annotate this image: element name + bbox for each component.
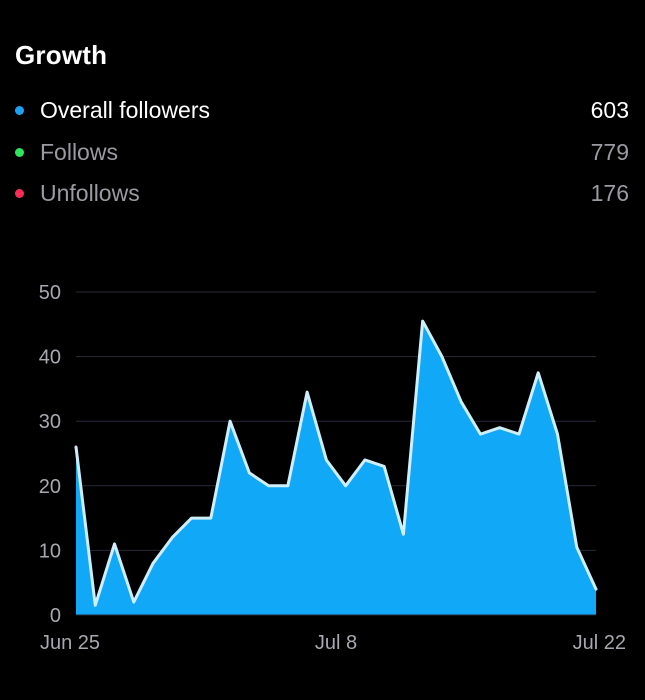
- x-tick-label: Jul 22: [573, 632, 626, 654]
- y-tick-label: 20: [39, 476, 61, 498]
- overall-followers-dot-icon: [15, 105, 24, 115]
- overall-followers-line: [74, 319, 598, 607]
- unfollows-dot-icon: [15, 188, 24, 198]
- legend-item-unfollows[interactable]: Unfollows 176: [15, 177, 629, 209]
- follows-dot-icon: [15, 147, 24, 157]
- chart-title: Growth: [15, 40, 108, 70]
- legend-value: 603: [590, 96, 629, 123]
- legend-item-overall-followers[interactable]: Overall followers 603: [15, 94, 629, 126]
- legend-label: Follows: [40, 138, 118, 165]
- y-tick-label: 40: [39, 347, 61, 369]
- y-tick-label: 50: [39, 282, 61, 304]
- y-tick-label: 30: [39, 411, 61, 433]
- legend-item-follows[interactable]: Follows 779: [15, 136, 629, 168]
- overall-followers-area: [76, 321, 596, 615]
- legend-value: 176: [590, 179, 629, 206]
- y-tick-label: 0: [50, 605, 61, 627]
- x-tick-label: Jul 8: [315, 632, 357, 654]
- legend-label: Unfollows: [40, 179, 140, 206]
- x-tick-label: Jun 25: [40, 632, 100, 654]
- legend-label: Overall followers: [40, 96, 210, 123]
- y-tick-label: 10: [39, 540, 61, 562]
- legend-value: 779: [590, 138, 629, 165]
